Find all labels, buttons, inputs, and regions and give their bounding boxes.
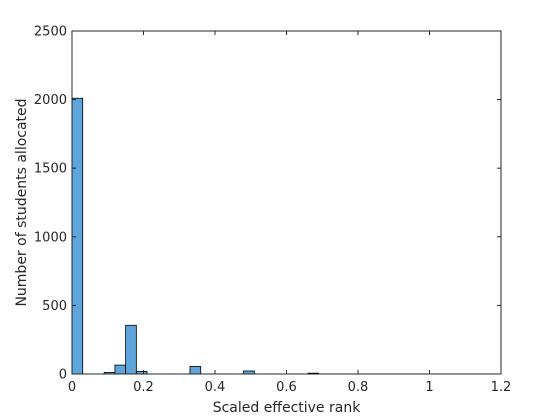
y-tick-label-1: 500 (42, 299, 67, 314)
x-axis-label: Scaled effective rank (213, 400, 362, 416)
x-tick-label-1: 0.2 (133, 380, 154, 395)
x-tick-label-0: 0 (68, 380, 76, 395)
histogram-bar-3 (125, 324, 137, 375)
x-tick-label-2: 0.4 (205, 380, 226, 395)
x-tick-label-5: 1 (425, 380, 433, 395)
x-tick-label-6: 1.2 (491, 380, 512, 395)
histogram-bar-5 (189, 366, 202, 375)
y-tick-label-3: 1500 (34, 162, 67, 177)
ticks-group: 0 0.2 0.4 0.6 0.8 1 1.2 0 500 1000 1500 2000 2500 (34, 25, 511, 396)
histogram-bar-2 (114, 364, 127, 375)
x-tick-label-4: 0.8 (348, 380, 369, 395)
axes-box (71, 30, 502, 375)
x-tick-label-3: 0.6 (276, 380, 297, 395)
histogram-bar-0 (71, 97, 84, 375)
y-tick-label-0: 0 (59, 368, 67, 383)
y-tick-label-2: 1000 (34, 230, 67, 245)
bars-group (71, 97, 320, 375)
y-tick-label-4: 2000 (34, 93, 67, 108)
y-tick-label-5: 2500 (34, 25, 67, 40)
y-axis-label: Number of students allocated (14, 98, 30, 306)
